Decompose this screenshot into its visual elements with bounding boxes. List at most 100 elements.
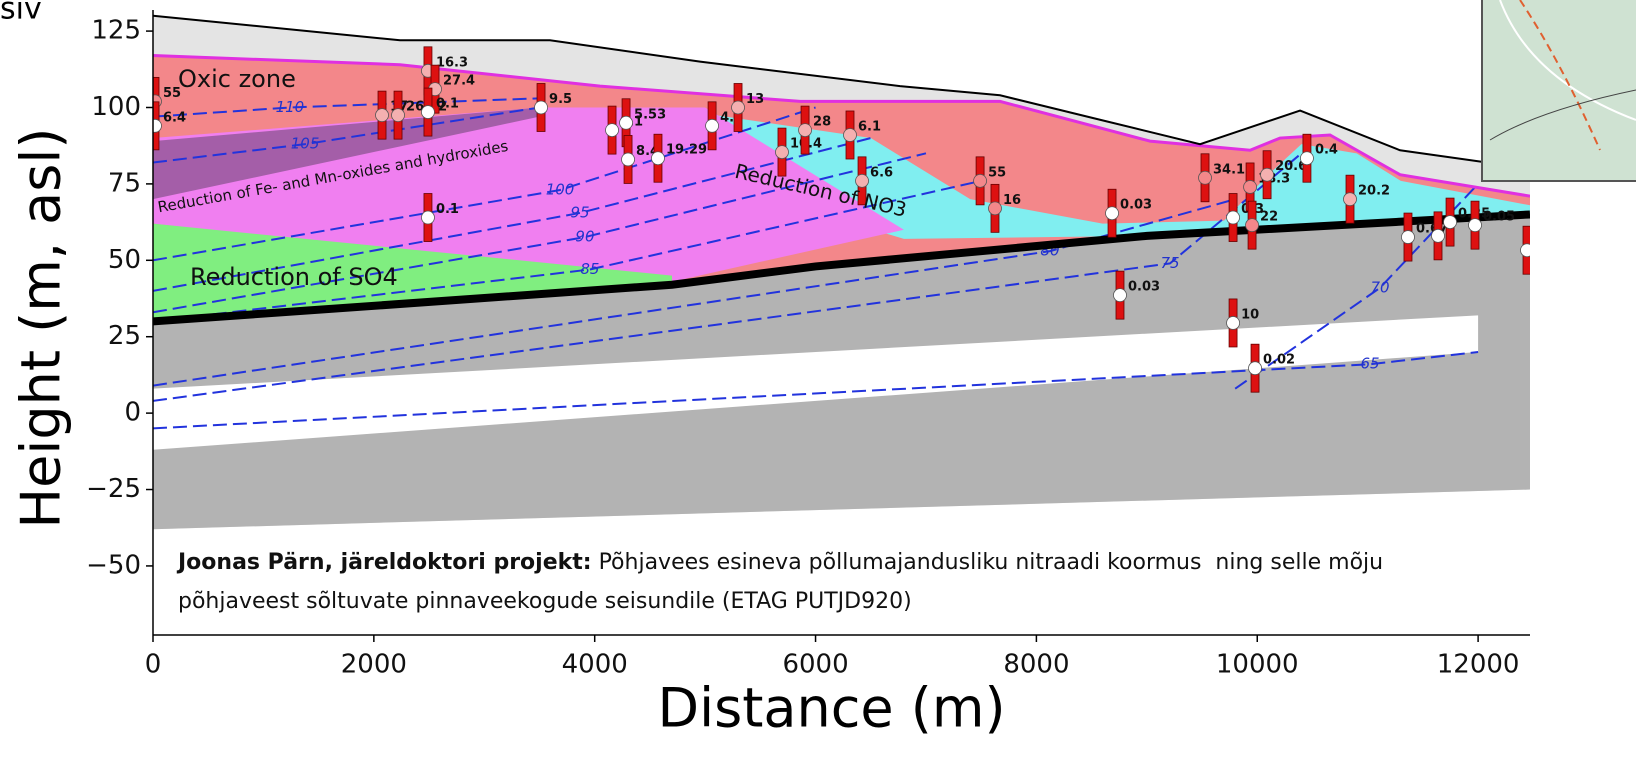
well-sample [1468, 218, 1482, 233]
profile-line [153, 54, 1530, 198]
well-value: 9.5 [549, 92, 572, 107]
well-sample [1243, 180, 1257, 194]
contour-label: 85 [580, 260, 599, 278]
x-tick-label: 8000 [1003, 650, 1069, 680]
contour-label: 105 [291, 135, 320, 153]
x-tick-label: 6000 [782, 650, 848, 680]
well-value: 16 [1003, 193, 1021, 208]
plot-area: 11010510095908580757065556.41726.0216.32… [153, 14, 1530, 530]
contour-label: 70 [1370, 278, 1389, 296]
well-value: 28 [813, 115, 831, 130]
profile-line [153, 14, 1530, 170]
contour-line [153, 179, 982, 323]
contour-label: 95 [570, 203, 589, 221]
x-tick-label: 2000 [341, 650, 407, 680]
caption-box [160, 532, 1528, 632]
well-value: 13 [746, 92, 764, 107]
x-tick-label: 0 [145, 650, 162, 680]
well-sample [855, 173, 869, 188]
y-tick-label: 75 [108, 168, 141, 198]
x-axis-label: Distance (m) [657, 677, 1005, 740]
contour-line [153, 152, 927, 314]
well-sample [1431, 228, 1445, 243]
contour-label: 65 [1360, 355, 1379, 373]
zone-area [153, 223, 672, 322]
contour-line [153, 97, 540, 118]
well-sample [421, 210, 435, 225]
well-value: 16.3 [436, 55, 468, 70]
corner-text: siv [0, 0, 42, 27]
well-value: 0.1 [436, 97, 459, 112]
well-sample [1520, 243, 1530, 258]
zone-area [153, 107, 540, 200]
well-value: 10 [1241, 307, 1259, 322]
well-sample [973, 173, 987, 188]
well-value: 6.6 [870, 165, 893, 180]
well-value: 0.03 [1120, 198, 1152, 213]
well-sample [651, 151, 665, 166]
well-value: 55 [163, 86, 181, 101]
well-value: 20.6 [1275, 159, 1307, 174]
well-value: 0.03 [1128, 280, 1160, 295]
inset-map [1481, 0, 1636, 182]
y-axis-label: Height (m, asl) [10, 128, 73, 529]
x-tick-label: 12000 [1437, 650, 1520, 680]
well-sample [1105, 206, 1119, 221]
contour-label: 90 [575, 228, 594, 246]
contour-line [153, 198, 1236, 387]
well-sample [843, 128, 857, 142]
well-value: 0.4 [1315, 143, 1338, 158]
well-sample [705, 118, 719, 133]
contour-line [153, 106, 816, 262]
well-value: 27.4 [443, 74, 475, 89]
well-sample [1198, 170, 1212, 185]
contour-label: 75 [1160, 254, 1179, 272]
zone-label: Reduction of SO4 [190, 263, 398, 291]
well-sample [375, 108, 389, 123]
well-value: 19.29 [666, 143, 707, 158]
well-sample [619, 115, 633, 130]
well-value: 5.53 [634, 107, 666, 122]
caption-line: Joonas Pärn, järeldoktori projekt: Põhja… [176, 550, 1383, 575]
well-value: 6.1 [858, 120, 881, 135]
well-sample [391, 108, 405, 123]
profile-line [153, 210, 1530, 326]
contour-line [153, 152, 1303, 402]
well-sample [1113, 288, 1127, 303]
y-tick-label: 25 [108, 321, 141, 351]
well-sample [621, 152, 635, 167]
well-sample [798, 123, 812, 138]
contour-label: 100 [546, 181, 575, 199]
contour-label: 110 [276, 98, 305, 116]
well-sample [1260, 167, 1274, 182]
well-value: 22 [1260, 210, 1278, 225]
caption-text: Põhjavees esineva põllumajandusliku nitr… [592, 550, 1384, 575]
caption-line: põhjaveest sõltuvate pinnaveekogude seis… [178, 589, 912, 614]
well-sample [1226, 210, 1240, 225]
x-tick-label: 4000 [562, 650, 628, 680]
well-sample [1245, 218, 1259, 233]
well-sample [1401, 230, 1415, 244]
well-sample [1248, 361, 1262, 376]
well-sample [1226, 316, 1240, 330]
contour-line [153, 137, 872, 292]
well-sample [1300, 151, 1314, 166]
y-tick-label: −25 [86, 474, 141, 504]
well-sample [775, 145, 789, 160]
well-sample [605, 123, 619, 138]
contour-line [153, 350, 1479, 430]
zone-area [153, 315, 1479, 450]
y-tick-label: 125 [91, 16, 141, 46]
y-tick-label: 100 [91, 92, 141, 122]
well-value: 0.05 [1483, 210, 1515, 225]
contour-line [153, 106, 540, 164]
well-sample [153, 118, 162, 133]
overlay: Joonas Pärn, järeldoktori projekt: Põhja… [10, 10, 1530, 740]
well-value: 34.1 [1213, 162, 1245, 177]
zone-label: Oxic zone [178, 65, 296, 93]
x-tick-label: 10000 [1216, 650, 1299, 680]
well-value: 0.1 [436, 202, 459, 217]
well-sample [1343, 192, 1357, 207]
well-sample [731, 100, 745, 115]
